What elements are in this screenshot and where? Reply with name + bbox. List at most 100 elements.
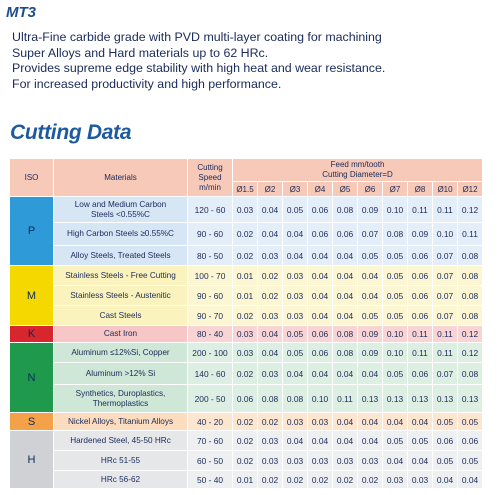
- material-cell: Low and Medium Carbon Steels <0.55%C: [53, 196, 188, 223]
- header-diameter: Ø12: [456, 181, 484, 197]
- material-cell: Synthetics, Duroplastics, Thermoplastics: [53, 384, 188, 413]
- feed-cell: 0.06: [432, 430, 458, 451]
- feed-cell: 0.06: [232, 384, 258, 413]
- table-row: High Carbon Steels ≥0.55%C 90 - 60 0.02 0.0…: [10, 222, 484, 246]
- header-diameter: Ø7: [382, 181, 408, 197]
- feed-cell: 0.03: [282, 265, 308, 286]
- feed-cell: 0.04: [332, 285, 358, 306]
- feed-cell: 0.05: [382, 430, 408, 451]
- feed-cell: 0.05: [382, 245, 408, 266]
- feed-cell: 0.10: [307, 384, 333, 413]
- feed-cell: 0.11: [407, 342, 433, 363]
- material-name: Cast Steels: [99, 310, 142, 320]
- header-diameter: Ø5: [332, 181, 358, 197]
- material-cell: HRc 56-62: [53, 470, 188, 489]
- feed-cell: 0.13: [407, 384, 433, 413]
- section-title: Cutting Data: [10, 121, 132, 144]
- feed-cell: 0.04: [307, 245, 333, 266]
- table-row: HRc 51-55 60 - 50 0.02 0.03 0.03 0.03 0.03 0.03…: [10, 450, 484, 471]
- iso-group-p: P: [9, 196, 54, 266]
- feed-cell: 0.04: [432, 470, 458, 489]
- material-cell: Aluminum ≤12%Si, Copper: [53, 342, 188, 363]
- feed-cell: 0.02: [257, 412, 283, 431]
- table-row: Synthetics, Duroplastics, Thermoplastics 2…: [10, 384, 484, 413]
- feed-cell: 0.11: [456, 222, 484, 246]
- feed-cell: 0.04: [307, 305, 333, 326]
- feed-cell: 0.11: [332, 384, 358, 413]
- iso-group-h: H: [9, 430, 54, 489]
- feed-cell: 0.02: [357, 470, 383, 489]
- feed-cell: 0.03: [257, 245, 283, 266]
- feed-cell: 0.10: [382, 325, 408, 343]
- material-cell: Cast Steels: [53, 305, 188, 326]
- cutting-speed-cell: 50 - 40: [187, 470, 233, 489]
- feed-cell: 0.03: [382, 470, 408, 489]
- feed-cell: 0.04: [332, 430, 358, 451]
- cutting-speed-cell: 120 - 60: [187, 196, 233, 223]
- cutting-speed-cell: 90 - 60: [187, 222, 233, 246]
- feed-cell: 0.04: [407, 450, 433, 471]
- feed-cell: 0.12: [456, 196, 484, 223]
- feed-cell: 0.04: [257, 196, 283, 223]
- feed-cell: 0.03: [307, 450, 333, 471]
- feed-cell: 0.04: [456, 470, 484, 489]
- feed-cell: 0.07: [432, 362, 458, 385]
- feed-cell: 0.02: [232, 362, 258, 385]
- feed-cell: 0.02: [232, 430, 258, 451]
- material-cell: Stainless Steels - Austenitic: [53, 285, 188, 306]
- material-cell: Stainless Steels - Free Cutting: [53, 265, 188, 286]
- feed-cell: 0.13: [432, 384, 458, 413]
- feed-cell: 0.02: [257, 470, 283, 489]
- cutting-speed-cell: 60 - 50: [187, 450, 233, 471]
- material-name-cont: Thermoplastics: [92, 398, 149, 408]
- material-name: Alloy Steels, Treated Steels: [70, 250, 171, 260]
- feed-cell: 0.02: [332, 470, 358, 489]
- table-row: P Low and Medium Carbon Steels <0.55%C 120 …: [9, 196, 484, 266]
- feed-cell: 0.04: [307, 362, 333, 385]
- feed-cell: 0.06: [307, 325, 333, 343]
- feed-cell: 0.11: [432, 325, 458, 343]
- feed-cell: 0.07: [432, 245, 458, 266]
- feed-cell: 0.08: [257, 384, 283, 413]
- feed-cell: 0.02: [232, 450, 258, 471]
- feed-cell: 0.04: [307, 265, 333, 286]
- table-row: HRc 56-62 50 - 40 0.01 0.02 0.02 0.02 0.02 0.02…: [10, 470, 484, 489]
- cutting-speed-cell: 200 - 100: [187, 342, 233, 363]
- cutting-speed-cell: 100 - 70: [187, 265, 233, 286]
- feed-cell: 0.11: [432, 196, 458, 223]
- feed-cell: 0.03: [257, 450, 283, 471]
- feed-cell: 0.05: [282, 325, 308, 343]
- feed-cell: 0.05: [432, 412, 458, 431]
- header-speed-line: Speed: [198, 172, 222, 182]
- feed-cell: 0.02: [232, 412, 258, 431]
- table-row: H Hardened Steel, 45-50 HRc 70 - 60 0.02 0.0…: [9, 430, 484, 489]
- feed-cell: 0.04: [357, 430, 383, 451]
- feed-cell: 0.02: [232, 222, 258, 246]
- material-name: Aluminum >12% Si: [85, 368, 156, 378]
- material-name-cont: Steels <0.55%C: [91, 209, 150, 219]
- feed-cell: 0.05: [357, 305, 383, 326]
- header-diameter: Ø3: [282, 181, 308, 197]
- material-name: Nickel Alloys, Titanium Alloys: [67, 416, 174, 426]
- feed-cell: 0.04: [332, 305, 358, 326]
- iso-group-n: N: [9, 342, 54, 413]
- feed-cell: 0.09: [357, 325, 383, 343]
- feed-cell: 0.04: [382, 412, 408, 431]
- feed-cell: 0.04: [382, 450, 408, 471]
- feed-cell: 0.08: [456, 245, 484, 266]
- feed-cell: 0.04: [332, 265, 358, 286]
- header-materials: Materials: [53, 158, 188, 197]
- material-cell: Cast Iron: [53, 325, 188, 343]
- description-line: Super Alloys and Hard materials up to 62…: [12, 45, 269, 60]
- feed-cell: 0.02: [232, 305, 258, 326]
- feed-cell: 0.06: [407, 245, 433, 266]
- feed-cell: 0.05: [382, 285, 408, 306]
- header-diameter: Ø4: [307, 181, 333, 197]
- feed-cell: 0.08: [456, 265, 484, 286]
- feed-cell: 0.04: [357, 412, 383, 431]
- feed-cell: 0.04: [257, 222, 283, 246]
- feed-cell: 0.13: [357, 384, 383, 413]
- feed-cell: 0.07: [432, 285, 458, 306]
- material-cell: Alloy Steels, Treated Steels: [53, 245, 188, 266]
- description-line: Provides supreme edge stability with hig…: [12, 61, 386, 75]
